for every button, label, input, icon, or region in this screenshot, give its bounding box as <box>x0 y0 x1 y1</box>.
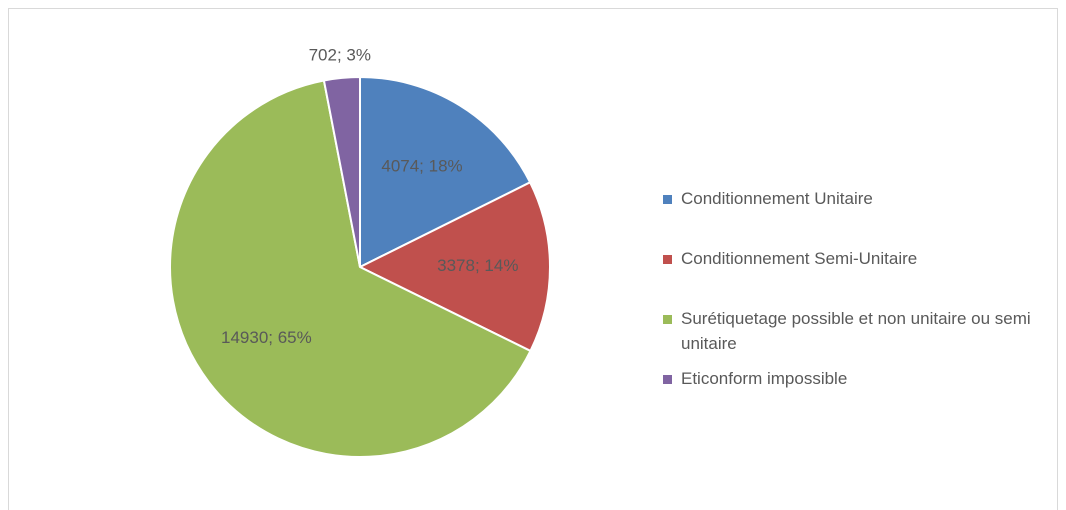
chart-frame <box>8 8 1058 510</box>
legend-swatch <box>663 315 672 324</box>
legend-label: Conditionnement Unitaire <box>681 189 873 208</box>
pie-slice <box>322 75 361 268</box>
legend-label: Eticonform impossible <box>681 369 848 388</box>
legend-item: Conditionnement Unitaire <box>663 186 1043 211</box>
legend-item: Eticonform impossible <box>663 366 1043 391</box>
legend: Conditionnement Unitaire Conditionnement … <box>663 186 1043 426</box>
pie-slice <box>359 75 532 269</box>
data-label: 14930; 65% <box>221 328 312 347</box>
data-label: 3378; 14% <box>437 256 518 275</box>
legend-swatch <box>663 195 672 204</box>
legend-label: Conditionnement Semi-Unitaire <box>681 249 918 268</box>
legend-label: Surétiquetage possible et non unitaire o… <box>681 309 1031 353</box>
pie-slice <box>169 79 532 458</box>
legend-item: Conditionnement Semi-Unitaire <box>663 246 1043 271</box>
legend-item: Surétiquetage possible et non unitaire o… <box>663 306 1043 356</box>
legend-swatch <box>663 375 672 384</box>
data-label: 4074; 18% <box>381 156 462 175</box>
pie-slice <box>357 180 551 353</box>
data-label: 702; 3% <box>309 45 371 64</box>
legend-swatch <box>663 255 672 264</box>
